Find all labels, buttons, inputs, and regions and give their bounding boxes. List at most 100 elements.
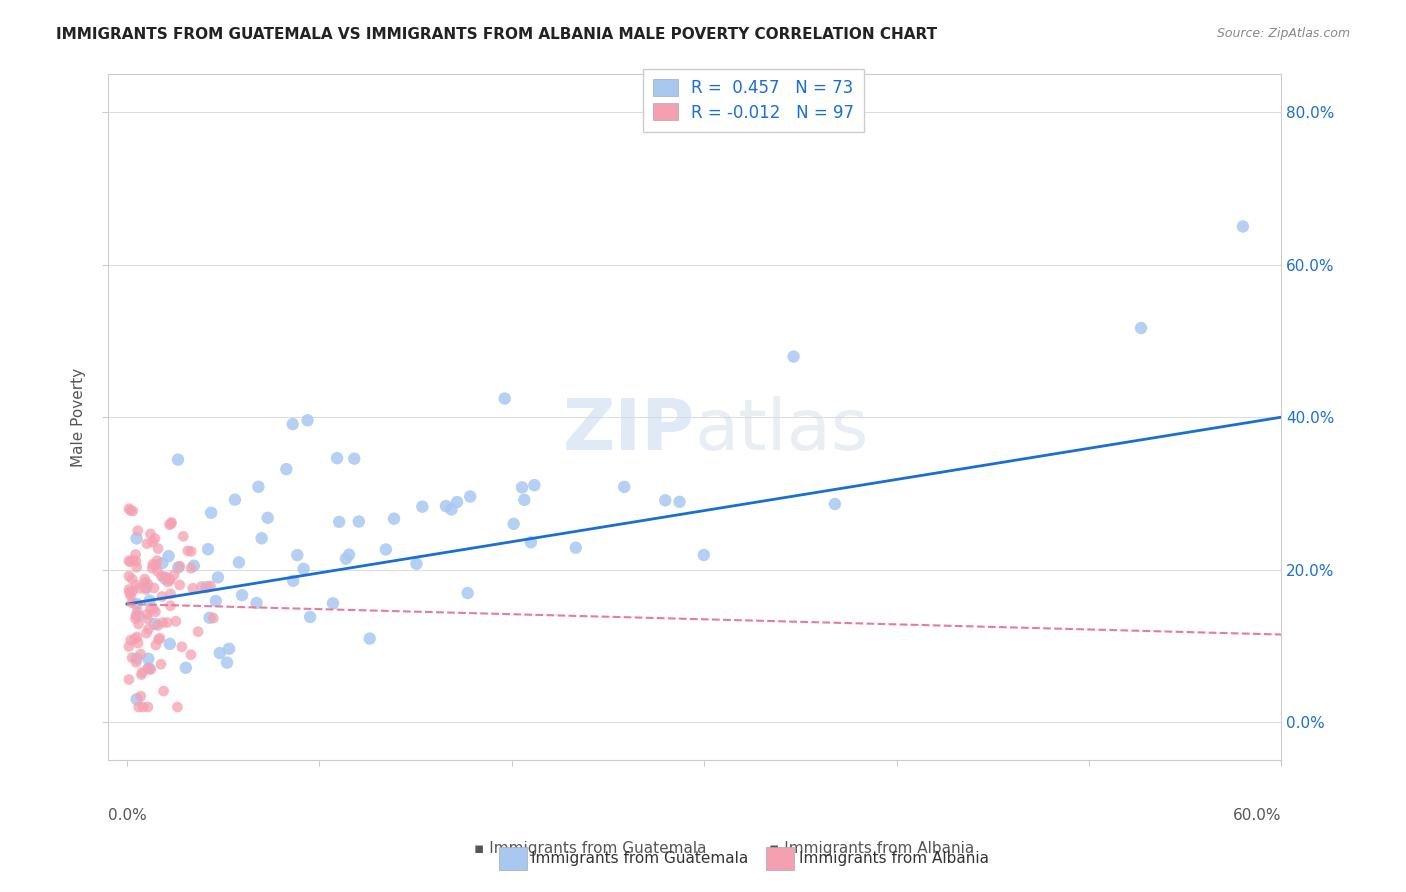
Immigrants from Albania — [118, 673, 141, 687]
Immigrants from Albania — [128, 582, 150, 596]
Immigrants from Guatemala — [138, 661, 160, 675]
Immigrants from Albania — [141, 561, 163, 575]
Immigrants from Guatemala — [153, 572, 176, 586]
Immigrants from Albania — [127, 524, 149, 538]
Immigrants from Guatemala — [326, 451, 349, 466]
Immigrants from Albania — [159, 517, 181, 532]
Immigrants from Albania — [163, 567, 186, 582]
Immigrants from Albania — [121, 650, 143, 665]
Immigrants from Albania — [170, 640, 193, 654]
Immigrants from Albania — [136, 537, 159, 551]
Immigrants from Guatemala — [494, 392, 516, 406]
Immigrants from Guatemala — [347, 515, 370, 529]
Immigrants from Albania — [125, 630, 148, 644]
Immigrants from Albania — [121, 504, 143, 518]
Immigrants from Albania — [121, 572, 143, 586]
Immigrants from Guatemala — [125, 651, 148, 665]
Text: Source: ZipAtlas.com: Source: ZipAtlas.com — [1216, 27, 1350, 40]
Immigrants from Albania — [155, 570, 177, 584]
Immigrants from Guatemala — [693, 548, 716, 562]
Immigrants from Albania — [159, 587, 181, 601]
Immigrants from Guatemala — [174, 661, 197, 675]
Immigrants from Guatemala — [668, 495, 690, 509]
Immigrants from Guatemala — [405, 557, 427, 571]
Immigrants from Albania — [135, 582, 157, 597]
Immigrants from Guatemala — [457, 586, 479, 600]
Immigrants from Albania — [138, 622, 160, 636]
Immigrants from Guatemala — [297, 413, 319, 427]
Immigrants from Guatemala — [125, 692, 148, 706]
Immigrants from Albania — [142, 602, 165, 616]
Immigrants from Albania — [135, 607, 157, 622]
Immigrants from Albania — [134, 572, 156, 586]
Immigrants from Albania — [156, 574, 179, 589]
Immigrants from Guatemala — [337, 548, 360, 562]
Immigrants from Albania — [169, 559, 191, 574]
Immigrants from Albania — [122, 553, 145, 567]
Immigrants from Guatemala — [231, 588, 253, 602]
Immigrants from Guatemala — [215, 656, 238, 670]
Immigrants from Albania — [125, 608, 148, 623]
Immigrants from Guatemala — [159, 637, 181, 651]
Immigrants from Albania — [177, 544, 200, 558]
Immigrants from Guatemala — [125, 532, 148, 546]
Immigrants from Albania — [152, 615, 174, 630]
Immigrants from Albania — [139, 602, 162, 616]
Text: atlas: atlas — [695, 396, 869, 466]
Immigrants from Guatemala — [197, 542, 219, 557]
Immigrants from Guatemala — [218, 641, 240, 656]
Text: Immigrants from Albania: Immigrants from Albania — [799, 852, 988, 866]
Immigrants from Guatemala — [434, 499, 457, 513]
Immigrants from Albania — [120, 503, 142, 517]
Immigrants from Albania — [145, 638, 167, 652]
Immigrants from Guatemala — [446, 495, 468, 509]
Immigrants from Albania — [134, 575, 156, 590]
Immigrants from Guatemala — [359, 632, 381, 646]
Immigrants from Albania — [132, 700, 155, 714]
Immigrants from Guatemala — [245, 596, 267, 610]
Immigrants from Albania — [124, 612, 146, 626]
Immigrants from Albania — [200, 579, 222, 593]
Immigrants from Albania — [143, 532, 166, 546]
Immigrants from Albania — [142, 535, 165, 549]
Immigrants from Albania — [181, 582, 204, 596]
Immigrants from Albania — [125, 578, 148, 592]
Immigrants from Albania — [125, 560, 148, 574]
Text: ZIP: ZIP — [562, 396, 695, 466]
Immigrants from Albania — [180, 544, 202, 558]
Immigrants from Albania — [136, 661, 159, 675]
Immigrants from Albania — [136, 577, 159, 591]
Immigrants from Albania — [131, 665, 153, 680]
Immigrants from Guatemala — [440, 502, 463, 516]
Immigrants from Guatemala — [250, 531, 273, 545]
Immigrants from Albania — [150, 590, 173, 604]
Immigrants from Guatemala — [1130, 321, 1153, 335]
Immigrants from Albania — [142, 558, 165, 572]
Immigrants from Guatemala — [565, 541, 588, 555]
Immigrants from Albania — [139, 527, 162, 541]
Immigrants from Guatemala — [157, 549, 180, 563]
Immigrants from Albania — [120, 555, 142, 569]
Immigrants from Albania — [135, 626, 157, 640]
Immigrants from Guatemala — [335, 551, 357, 566]
Immigrants from Albania — [121, 596, 143, 610]
Immigrants from Albania — [146, 618, 169, 632]
Immigrants from Albania — [121, 584, 143, 599]
Immigrants from Guatemala — [125, 597, 148, 611]
Immigrants from Guatemala — [285, 548, 308, 562]
Immigrants from Albania — [160, 516, 183, 530]
Immigrants from Albania — [156, 615, 179, 630]
Immigrants from Albania — [146, 541, 169, 556]
Text: Immigrants from Guatemala: Immigrants from Guatemala — [531, 852, 749, 866]
Immigrants from Albania — [120, 633, 142, 648]
Immigrants from Albania — [143, 581, 166, 595]
Immigrants from Albania — [166, 700, 188, 714]
Immigrants from Albania — [172, 529, 194, 543]
Immigrants from Albania — [129, 689, 152, 703]
Immigrants from Guatemala — [224, 492, 246, 507]
Text: IMMIGRANTS FROM GUATEMALA VS IMMIGRANTS FROM ALBANIA MALE POVERTY CORRELATION CH: IMMIGRANTS FROM GUATEMALA VS IMMIGRANTS … — [56, 27, 938, 42]
Immigrants from Guatemala — [204, 594, 226, 608]
Immigrants from Albania — [124, 548, 146, 562]
Immigrants from Guatemala — [276, 462, 298, 476]
Immigrants from Guatemala — [654, 493, 676, 508]
